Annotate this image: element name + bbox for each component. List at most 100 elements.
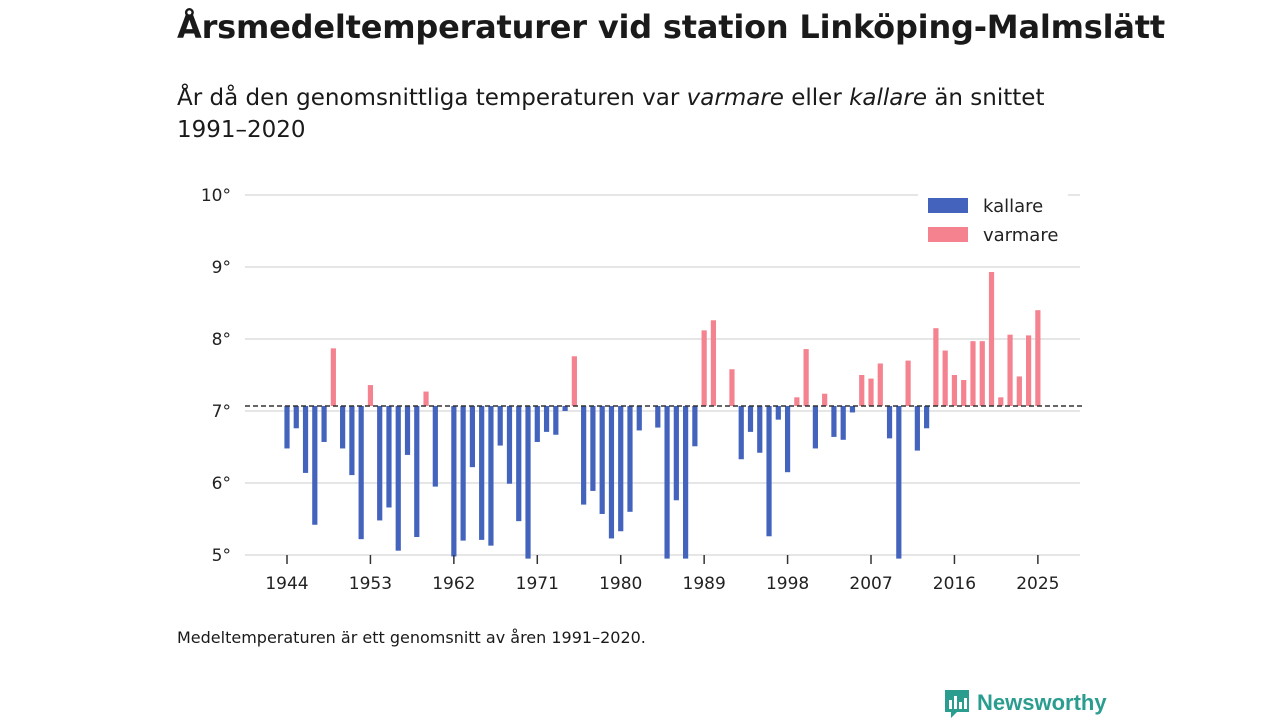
x-tick-label: 1998 bbox=[766, 574, 809, 594]
y-tick-label: 5° bbox=[212, 546, 231, 566]
bar-colder bbox=[608, 405, 615, 539]
bar-warmer bbox=[988, 272, 995, 406]
chart-title: Årsmedeltemperaturer vid station Linköpi… bbox=[177, 8, 1165, 46]
bar-colder bbox=[460, 405, 466, 541]
bar-warmer bbox=[942, 350, 948, 406]
axis-layer: 5° 6° 7° 8° 9° 10° 1944 1953 1962 1971 1980 1989 199… bbox=[201, 186, 1060, 594]
y-tick-label: 8° bbox=[212, 330, 231, 350]
bar-colder bbox=[516, 405, 522, 522]
chart-subtitle: År då den genomsnittliga temperaturen va… bbox=[177, 82, 1057, 146]
bar-colder bbox=[534, 405, 540, 442]
bar-warmer bbox=[979, 341, 985, 406]
x-tick-label: 1953 bbox=[349, 574, 392, 594]
x-tick-label: 1989 bbox=[683, 574, 726, 594]
bar-warmer bbox=[822, 393, 828, 406]
subtitle-warmer-word: varmare bbox=[686, 85, 784, 111]
bar-colder bbox=[664, 405, 670, 559]
bar-colder bbox=[775, 405, 781, 420]
brand-logo: Newsworthy bbox=[943, 688, 1107, 718]
bar-colder bbox=[525, 405, 531, 559]
x-tick-label: 1962 bbox=[432, 574, 475, 594]
bar-warmer bbox=[1035, 310, 1041, 406]
bar-colder bbox=[404, 405, 411, 455]
bar-colder bbox=[321, 405, 327, 442]
bar-warmer bbox=[794, 397, 800, 406]
bar-warmer bbox=[803, 349, 809, 406]
bar-warmer bbox=[1007, 334, 1013, 406]
bar-colder bbox=[683, 405, 689, 559]
bar-colder bbox=[747, 405, 754, 432]
bar-colder bbox=[590, 405, 596, 491]
bar-colder bbox=[312, 405, 318, 525]
brand-name: Newsworthy bbox=[977, 690, 1107, 715]
bar-colder bbox=[655, 405, 661, 428]
bar-colder bbox=[636, 405, 642, 431]
footnote: Medeltemperaturen är ett genomsnitt av å… bbox=[177, 628, 646, 647]
bar-colder bbox=[543, 405, 550, 432]
bar-warmer bbox=[970, 341, 976, 406]
subtitle-colder-word: kallare bbox=[849, 85, 928, 111]
bar-warmer bbox=[710, 320, 717, 406]
bar-warmer bbox=[330, 348, 336, 406]
legend: kallare varmare bbox=[918, 190, 1068, 252]
bar-warmer bbox=[951, 375, 958, 406]
bar-colder bbox=[553, 405, 559, 435]
y-tick-label: 6° bbox=[212, 474, 231, 494]
bar-colder bbox=[896, 405, 902, 559]
bar-colder bbox=[414, 405, 420, 537]
bar-layer bbox=[245, 272, 1083, 559]
bar-warmer bbox=[1026, 335, 1032, 406]
bar-colder bbox=[581, 405, 587, 505]
bar-colder bbox=[497, 405, 503, 446]
bar-colder bbox=[506, 405, 513, 484]
newsworthy-chart-icon bbox=[945, 690, 969, 718]
legend-swatch-colder bbox=[928, 198, 968, 213]
bar-colder bbox=[914, 405, 920, 451]
bar-colder bbox=[627, 405, 633, 512]
bar-colder bbox=[395, 405, 401, 551]
bar-colder bbox=[451, 405, 457, 557]
bar-warmer bbox=[1016, 376, 1022, 406]
bar-colder bbox=[738, 405, 744, 460]
bar-colder bbox=[562, 405, 568, 411]
bar-colder bbox=[757, 405, 763, 453]
bar-colder bbox=[886, 405, 893, 439]
bar-warmer bbox=[961, 380, 967, 406]
bar-warmer bbox=[905, 360, 911, 406]
bar-colder bbox=[284, 405, 290, 449]
x-tick-label: 1980 bbox=[599, 574, 642, 594]
x-tick-label: 1944 bbox=[265, 574, 308, 594]
y-tick-label: 10° bbox=[201, 186, 231, 206]
bar-colder bbox=[784, 405, 791, 473]
bar-colder bbox=[302, 405, 309, 473]
y-tick-label: 7° bbox=[212, 402, 231, 422]
bar-warmer bbox=[868, 378, 874, 406]
bar-warmer bbox=[571, 356, 577, 406]
subtitle-part-2: eller bbox=[783, 85, 850, 111]
bar-colder bbox=[673, 405, 679, 501]
subtitle-part-3: än snittet 1991–2020 bbox=[177, 85, 1045, 143]
bar-colder bbox=[340, 405, 346, 449]
bar-warmer bbox=[859, 375, 865, 406]
bar-colder bbox=[358, 405, 364, 540]
bar-warmer bbox=[877, 363, 883, 406]
bar-colder bbox=[377, 405, 383, 521]
bar-colder bbox=[812, 405, 818, 449]
x-tick-label: 2007 bbox=[849, 574, 892, 594]
bar-colder bbox=[766, 405, 772, 537]
bar-colder bbox=[692, 405, 698, 447]
legend-label-colder: kallare bbox=[983, 196, 1043, 217]
bar-colder bbox=[432, 405, 438, 487]
bar-colder bbox=[349, 405, 355, 476]
bar-colder bbox=[293, 405, 299, 429]
bar-colder bbox=[618, 405, 624, 532]
bar-colder bbox=[479, 405, 485, 540]
legend-label-warmer: varmare bbox=[983, 225, 1058, 246]
bar-warmer bbox=[729, 369, 735, 406]
bar-colder bbox=[840, 405, 846, 440]
x-tick-label: 1971 bbox=[516, 574, 559, 594]
bar-colder bbox=[599, 405, 605, 514]
temperature-bar-chart: 5° 6° 7° 8° 9° 10° 1944 1953 1962 1971 1980 1989 199… bbox=[201, 186, 1083, 594]
bar-colder bbox=[488, 405, 494, 546]
bar-colder bbox=[386, 405, 392, 508]
